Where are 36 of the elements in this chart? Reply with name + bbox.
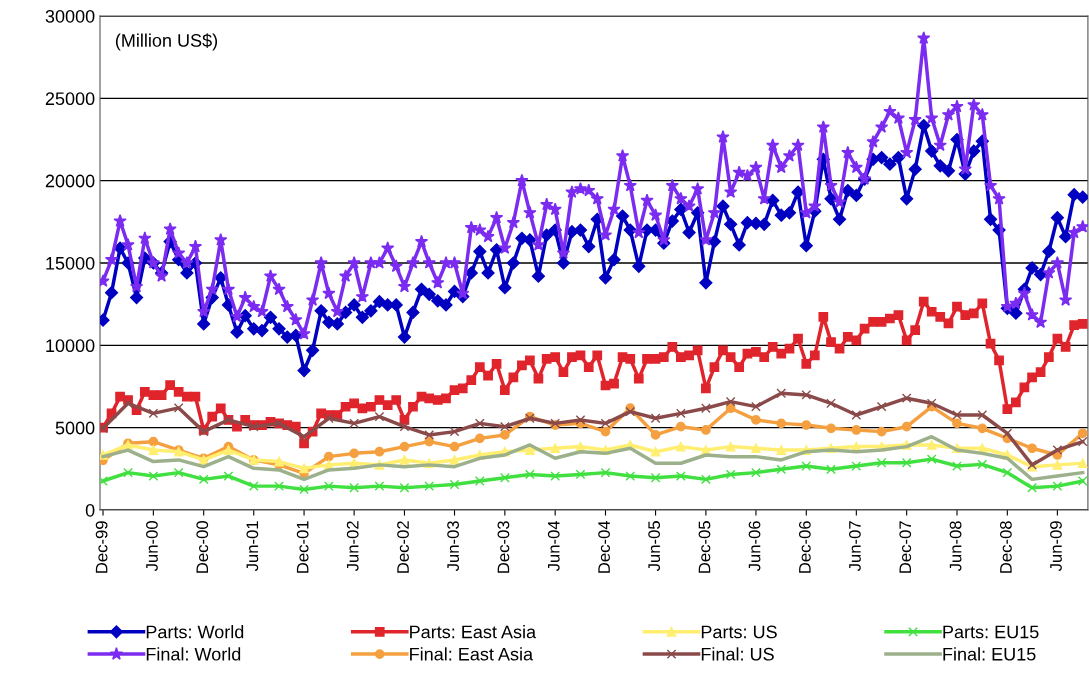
y-tick-label: 30000 — [45, 9, 95, 23]
x-tick-label: Jun-04 — [547, 520, 560, 572]
legend-label: Final: World — [146, 647, 241, 661]
x-tick-label: Jun-05 — [648, 521, 661, 572]
y-tick-label: 0 — [85, 503, 95, 517]
legend-label: Parts: World — [146, 625, 244, 639]
x-tick-label: Dec-05 — [698, 521, 711, 573]
legend-label: Parts: US — [701, 625, 777, 639]
x-tick-label: Dec-08 — [1000, 521, 1012, 573]
x-tick-label: Dec-03 — [497, 521, 510, 573]
x-tick-label: Dec-07 — [899, 521, 912, 573]
legend-label: Parts: EU15 — [943, 625, 1039, 639]
x-tick-label: Dec-00 — [196, 521, 209, 573]
x-tick-label: Jun-08 — [949, 521, 962, 572]
x-tick-label: Jun-07 — [849, 521, 861, 572]
x-tick-label: Jun-09 — [1050, 521, 1062, 572]
y-tick-label: 20000 — [45, 174, 95, 188]
legend-label: Final: US — [701, 647, 774, 661]
y-tick-label: 5000 — [55, 421, 95, 435]
y-tick-label: 25000 — [45, 92, 95, 106]
x-tick-label: Jun-06 — [748, 521, 761, 572]
y-tick-label: 15000 — [46, 256, 95, 270]
x-tick-label: Dec-01 — [296, 521, 309, 573]
x-tick-label: Dec-02 — [397, 521, 409, 573]
annotation: (Million US$) — [115, 33, 218, 51]
y-tick-label: 10000 — [46, 339, 95, 353]
legend-label: Final: East Asia — [410, 647, 534, 661]
legend-label: Final: EU15 — [943, 647, 1036, 661]
x-tick-label: Dec-06 — [798, 521, 811, 573]
legend-label: Parts: East Asia — [410, 625, 537, 639]
x-tick-label: Dec-99 — [95, 521, 108, 573]
x-tick-label: Jun-01 — [246, 521, 259, 572]
x-tick-label: Jun-02 — [346, 521, 359, 572]
x-tick-label: Jun-03 — [447, 521, 459, 572]
x-tick-label: Jun-00 — [146, 521, 158, 572]
x-tick-label: Dec-04 — [598, 520, 610, 573]
